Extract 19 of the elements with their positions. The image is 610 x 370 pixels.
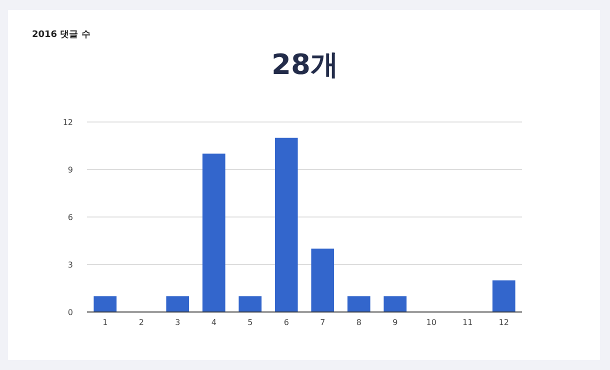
- x-tick-label: 8: [356, 318, 362, 327]
- y-tick-label: 9: [68, 166, 73, 174]
- subtitle: 28개: [272, 48, 338, 81]
- x-tick-label: 9: [392, 318, 398, 327]
- x-tick-label: 2: [138, 318, 144, 327]
- x-tick-label: 4: [211, 318, 216, 327]
- x-tick-label: 1: [102, 318, 108, 327]
- x-tick-label: 5: [248, 318, 253, 327]
- x-tick-label: 11: [462, 318, 473, 327]
- x-tick-label: 3: [175, 318, 180, 327]
- y-tick-label: 0: [68, 308, 73, 317]
- y-tick-label: 3: [68, 260, 73, 270]
- x-tick-label: 10: [426, 318, 436, 327]
- x-tick-label: 7: [320, 318, 326, 327]
- y-tick-label: 6: [68, 213, 73, 222]
- x-tick-label: 6: [284, 318, 289, 327]
- y-tick-label: 12: [62, 118, 73, 127]
- title: 2016 댓글 수: [32, 30, 90, 40]
- x-tick-label: 12: [498, 318, 509, 327]
